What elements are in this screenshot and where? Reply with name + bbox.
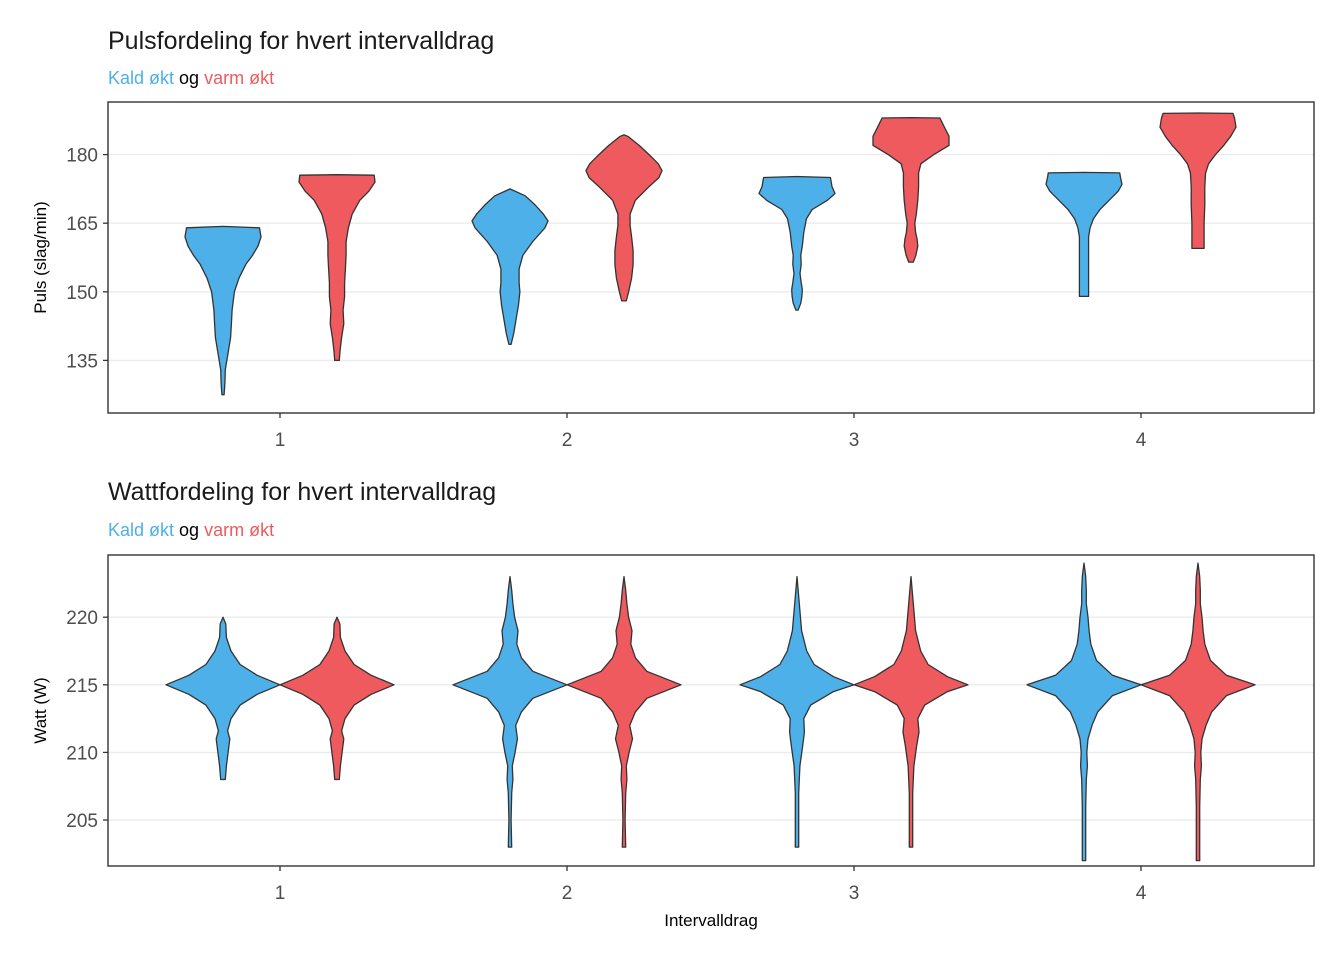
violin-cold-4 — [1045, 171, 1123, 298]
violin-warm-1 — [298, 174, 376, 362]
panel-border — [107, 101, 1315, 414]
violin-warm-1 — [279, 616, 395, 781]
x-tick-label: 1 — [275, 430, 286, 451]
x-tick-label: 4 — [1136, 430, 1147, 451]
chart-subtitle-puls: Kald økt og varm økt — [108, 68, 274, 89]
subtitle-joiner: og — [179, 520, 200, 540]
y-tick-label: 180 — [66, 146, 98, 167]
y-axis-title: Puls (slag/min) — [31, 201, 50, 313]
violin-warm-2 — [566, 575, 682, 848]
y-tick-label: 135 — [66, 351, 98, 372]
x-tick-label: 4 — [1136, 883, 1147, 904]
subtitle-joiner: og — [179, 68, 200, 88]
violin-cold-3 — [739, 575, 855, 848]
violin-cold-4 — [1026, 562, 1142, 862]
violin-cold-2 — [452, 575, 568, 848]
subtitle-warm-label: varm økt — [204, 520, 275, 540]
x-tick-label: 2 — [562, 883, 573, 904]
x-axis-title: Intervalldrag — [664, 911, 758, 930]
violin-warm-4 — [1159, 112, 1237, 250]
subtitle-warm-label: varm økt — [204, 68, 275, 88]
x-tick-label: 1 — [275, 883, 286, 904]
violin-warm-2 — [585, 134, 663, 302]
y-tick-label: 150 — [66, 283, 98, 304]
violin-warm-4 — [1140, 562, 1256, 862]
panel-border — [107, 554, 1315, 867]
violin-cold-3 — [758, 175, 836, 311]
chart-title-watt: Wattfordeling for hvert intervalldrag — [108, 478, 497, 506]
x-tick-label: 3 — [849, 430, 860, 451]
violin-warm-3 — [853, 575, 969, 848]
y-tick-label: 215 — [66, 676, 98, 697]
violin-cold-1 — [165, 616, 281, 781]
y-tick-label: 165 — [66, 214, 98, 235]
y-tick-label: 210 — [66, 743, 98, 764]
violin-cold-2 — [471, 188, 549, 346]
chart-subtitle-watt: Kald økt og varm økt — [108, 520, 274, 541]
y-axis-title: Watt (W) — [31, 677, 50, 743]
subtitle-cold-label: Kald økt — [108, 68, 175, 88]
x-tick-label: 2 — [562, 430, 573, 451]
violin-warm-3 — [872, 116, 950, 263]
y-tick-label: 220 — [66, 608, 98, 629]
violin-cold-1 — [184, 225, 262, 396]
subtitle-cold-label: Kald økt — [108, 520, 175, 540]
y-tick-label: 205 — [66, 811, 98, 832]
chart-title-puls: Pulsfordeling for hvert intervalldrag — [108, 27, 495, 55]
x-tick-label: 3 — [849, 883, 860, 904]
